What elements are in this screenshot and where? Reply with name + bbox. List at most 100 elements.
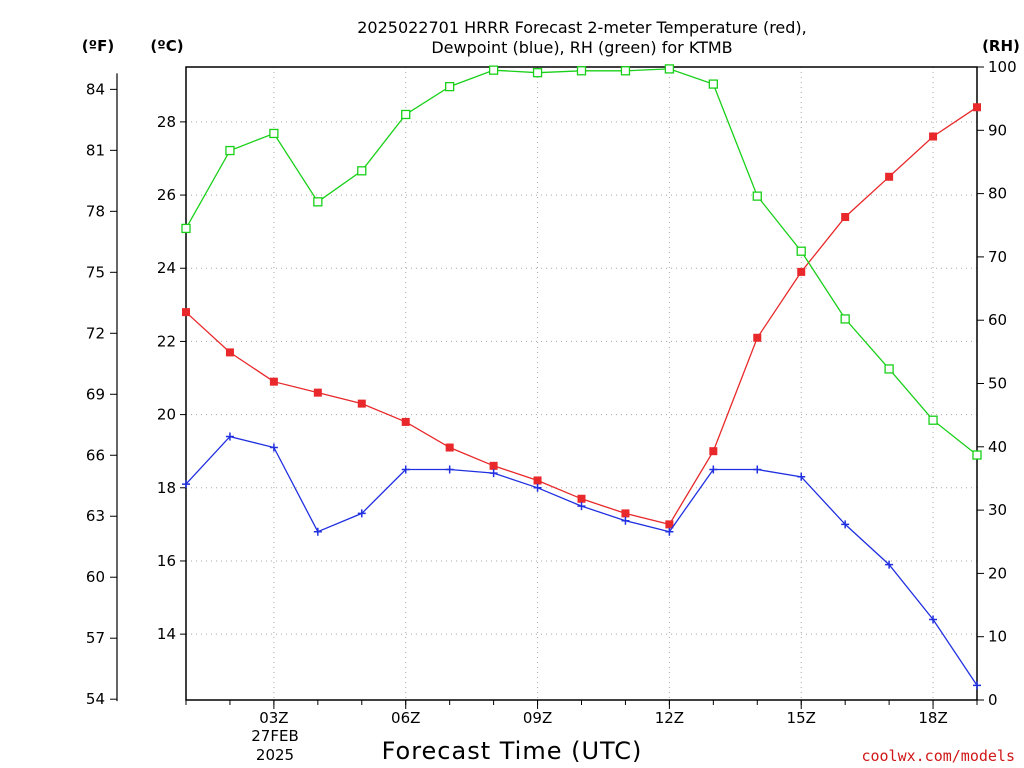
dewpoint-point xyxy=(445,465,454,474)
temperature-point xyxy=(225,348,234,357)
fahrenheit-tick-label: 54 xyxy=(86,690,105,708)
temperature-point xyxy=(533,476,542,485)
temperature-point xyxy=(929,132,938,141)
dewpoint-point xyxy=(269,443,278,452)
dewpoint-point xyxy=(797,472,806,481)
temperature-point xyxy=(973,103,981,112)
temperature-point xyxy=(313,388,322,397)
series-layer xyxy=(181,64,982,690)
relative-humidity-point xyxy=(664,64,675,74)
relative-humidity-point xyxy=(313,197,323,207)
relative-humidity-point xyxy=(708,79,718,89)
dewpoint-point xyxy=(313,527,322,536)
relative-humidity-point xyxy=(840,314,850,324)
relative-humidity-point xyxy=(796,246,806,256)
fahrenheit-tick-label: 72 xyxy=(86,324,105,342)
chart-title-line-2: Dewpoint (blue), RH (green) for KTMB xyxy=(431,38,732,57)
temperature-point xyxy=(709,447,718,456)
temperature-point xyxy=(269,377,278,386)
relative-humidity-point xyxy=(445,81,455,92)
fahrenheit-tick-label: 84 xyxy=(86,80,105,98)
rh-tick-label: 80 xyxy=(988,185,1007,203)
temperature-point xyxy=(577,494,586,503)
credit-label: coolwx.com/models xyxy=(861,747,1015,765)
temperature-point xyxy=(445,443,454,452)
rh-tick-label: 60 xyxy=(988,311,1007,329)
fahrenheit-tick-label: 57 xyxy=(86,629,105,647)
celsius-unit-label: (ºC) xyxy=(150,37,183,55)
dewpoint-point xyxy=(665,527,674,536)
x-tick-label: 12Z xyxy=(655,709,684,727)
dewpoint-point xyxy=(973,681,981,690)
relative-humidity-point xyxy=(576,66,587,76)
temperature-point xyxy=(885,172,894,181)
rh-tick-label: 20 xyxy=(988,564,1007,582)
x-tick-label: 03Z xyxy=(259,709,288,727)
temperature-point xyxy=(753,333,762,342)
fahrenheit-tick-label: 60 xyxy=(86,568,105,586)
temperature-point xyxy=(621,509,630,518)
rh-tick-label: 30 xyxy=(988,501,1007,519)
rh-tick-label: 10 xyxy=(988,628,1007,646)
rh-tick-label: 0 xyxy=(988,691,998,709)
relative-humidity-point xyxy=(752,191,762,201)
relative-humidity-point xyxy=(269,128,279,139)
dewpoint-point xyxy=(182,480,190,489)
celsius-tick-label: 28 xyxy=(157,113,176,131)
relative-humidity-point xyxy=(488,65,499,75)
x-date-label-year: 2025 xyxy=(256,746,294,764)
axes: 14 16 18 20 22 24 26 28 54 57 60 63 66 69 72 75 78 81 84 0 1… xyxy=(86,58,1017,727)
temperature-line xyxy=(185,106,978,526)
temperature-point xyxy=(665,520,674,529)
temperature-point xyxy=(841,213,850,222)
rh-tick-label: 70 xyxy=(988,248,1007,266)
dewpoint-point xyxy=(533,483,542,492)
celsius-tick-label: 24 xyxy=(157,259,176,277)
temperature-point xyxy=(489,461,498,470)
fahrenheit-tick-label: 78 xyxy=(86,202,105,220)
dewpoint-point xyxy=(753,465,762,474)
relative-humidity-point xyxy=(225,145,235,156)
dewpoint-point xyxy=(225,432,234,441)
dewpoint-point xyxy=(401,465,410,474)
celsius-tick-label: 14 xyxy=(157,625,176,643)
x-date-label-day: 27FEB xyxy=(251,727,298,745)
fahrenheit-unit-label: (ºF) xyxy=(82,37,114,55)
dewpoint-point xyxy=(841,520,850,529)
relative-humidity-line xyxy=(185,68,978,456)
celsius-tick-label: 22 xyxy=(157,332,176,350)
relative-humidity-point xyxy=(181,223,191,234)
chart-title-line-1: 2025022701 HRRR Forecast 2-meter Tempera… xyxy=(357,18,807,37)
celsius-tick-label: 20 xyxy=(157,406,176,424)
relative-humidity-point xyxy=(884,364,894,374)
plot-frame xyxy=(185,66,978,701)
relative-humidity-point xyxy=(928,415,938,425)
dewpoint-point xyxy=(357,509,366,518)
fahrenheit-tick-label: 69 xyxy=(86,385,105,403)
relative-humidity-point xyxy=(401,109,411,120)
temperature-point xyxy=(357,399,366,408)
temperature-point xyxy=(401,417,410,426)
dewpoint-point xyxy=(577,502,586,511)
fahrenheit-tick-label: 81 xyxy=(86,141,105,159)
relative-humidity-point xyxy=(620,66,631,76)
grid-lines xyxy=(186,67,977,700)
relative-humidity-point xyxy=(972,450,982,460)
x-axis-title: Forecast Time (UTC) xyxy=(382,737,643,765)
temperature-point xyxy=(797,267,806,276)
dewpoint-point xyxy=(929,615,938,624)
relative-humidity-point xyxy=(532,68,543,78)
rh-tick-label: 90 xyxy=(988,121,1007,139)
rh-tick-label: 40 xyxy=(988,438,1007,456)
dewpoint-point xyxy=(885,560,894,569)
celsius-tick-label: 26 xyxy=(157,186,176,204)
relative-humidity-point xyxy=(357,166,367,176)
celsius-tick-label: 16 xyxy=(157,552,176,570)
celsius-tick-label: 18 xyxy=(157,479,176,497)
dewpoint-point xyxy=(489,469,498,478)
rh-tick-label: 100 xyxy=(988,58,1017,76)
rh-tick-label: 50 xyxy=(988,375,1007,393)
x-tick-label: 15Z xyxy=(787,709,816,727)
dewpoint-point xyxy=(621,516,630,525)
